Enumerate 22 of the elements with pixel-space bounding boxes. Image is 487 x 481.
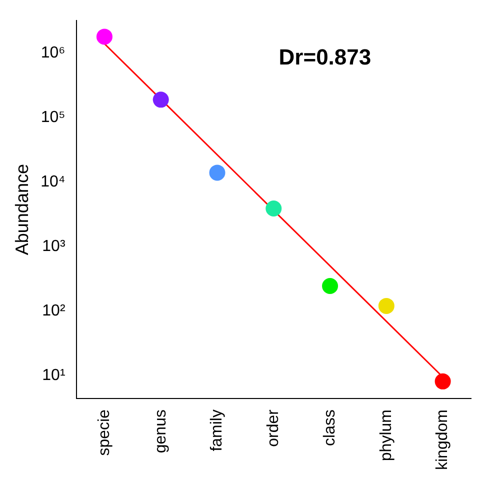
x-tick-label: order	[265, 408, 282, 447]
point	[378, 298, 394, 314]
point	[152, 92, 169, 108]
x-tick-label: kingdom	[434, 410, 452, 470]
point	[266, 200, 282, 216]
y-tick-label: 10⁵	[40, 109, 66, 126]
y-tick-label: 10²	[42, 302, 66, 320]
x-tick-label: class	[321, 410, 338, 446]
x-tick-label: phylum	[378, 410, 395, 462]
point	[322, 278, 338, 294]
y-tick-label: 10³	[42, 238, 66, 255]
y-axis-title: Abundance	[12, 164, 32, 256]
x-tick-label: genus	[152, 410, 170, 454]
point	[96, 28, 112, 45]
y-tick-label: 10⁴	[40, 174, 66, 191]
x-tick-label: specie	[96, 409, 113, 456]
x-tick-label: family	[208, 410, 226, 452]
y-tick-label: 10¹	[42, 366, 66, 384]
point	[434, 373, 451, 390]
annotation: Dr=0.873	[278, 44, 372, 70]
point	[209, 164, 226, 181]
y-tick-label: 10⁶	[40, 44, 66, 62]
